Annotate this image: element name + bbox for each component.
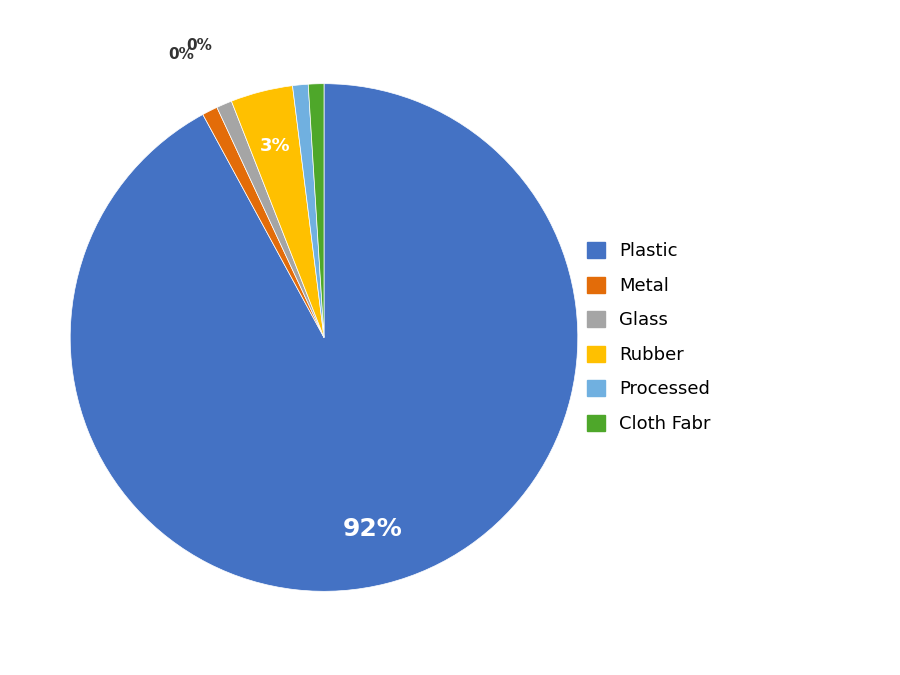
Text: 0%: 0% [168, 47, 194, 61]
Wedge shape [202, 107, 324, 338]
Text: 92%: 92% [343, 517, 402, 541]
Wedge shape [70, 84, 578, 591]
Text: 0%: 0% [186, 38, 212, 53]
Wedge shape [217, 101, 324, 338]
Wedge shape [308, 84, 324, 338]
Wedge shape [292, 84, 324, 338]
Legend: Plastic, Metal, Glass, Rubber, Processed, Cloth Fabr: Plastic, Metal, Glass, Rubber, Processed… [587, 242, 711, 433]
Text: 3%: 3% [260, 136, 291, 155]
Wedge shape [231, 86, 324, 338]
